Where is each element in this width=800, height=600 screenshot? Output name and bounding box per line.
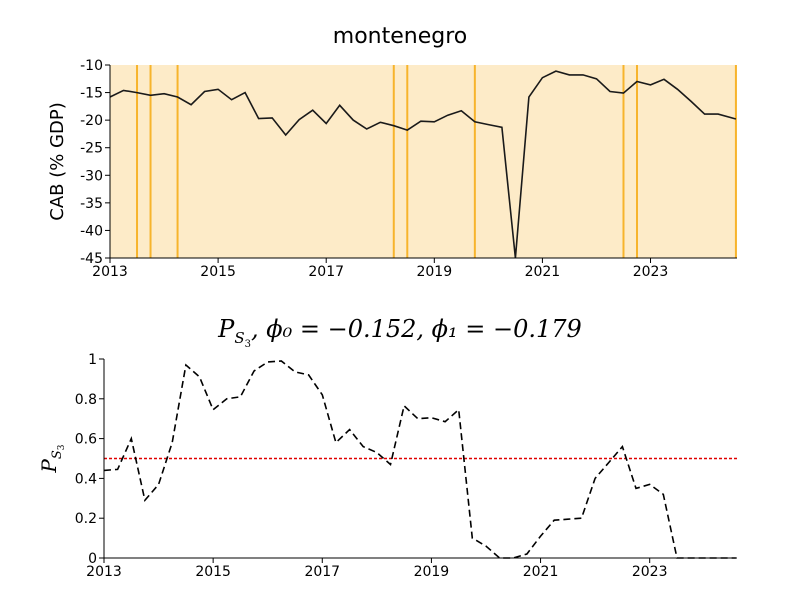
x-tick-label: 2023 — [633, 264, 669, 280]
y-tick-label: -45 — [80, 251, 103, 267]
x-tick-label: 2019 — [416, 264, 452, 280]
x-tick-label: 2017 — [308, 264, 344, 280]
x-tick-label: 2013 — [92, 264, 128, 280]
x-tick-label: 2021 — [523, 564, 559, 580]
x-tick-label: 2017 — [304, 564, 340, 580]
x-tick-label: 2015 — [195, 564, 231, 580]
y-tick-label: -20 — [80, 113, 103, 129]
y-tick-label: -15 — [80, 86, 103, 102]
y-tick-label: -25 — [80, 141, 103, 157]
x-tick-label: 2013 — [86, 564, 122, 580]
y-tick-label: 0.6 — [75, 432, 97, 448]
x-tick-label: 2023 — [632, 564, 668, 580]
y-tick-label: 0.4 — [75, 471, 97, 487]
probability-y-axis-label: PS3 — [37, 444, 67, 473]
cab-axes: -45 -40 -35 -30 -25 -20 -15 -10 2013 2015 2017 2019… — [80, 58, 737, 280]
y-tick-label: 0 — [88, 551, 97, 567]
cab-series-line — [109, 70, 737, 259]
y-tick-label: 1 — [88, 352, 97, 368]
ylabel-subsubscript: 3 — [57, 444, 67, 450]
y-tick-label: -10 — [80, 58, 103, 74]
x-tick-label: 2015 — [200, 264, 236, 280]
x-tick-label: 2021 — [525, 264, 561, 280]
y-tick-label: -35 — [80, 196, 103, 212]
ylabel-subscript: S — [50, 450, 65, 459]
probability-series-line — [103, 360, 736, 559]
y-tick-label: 0.2 — [75, 511, 97, 527]
cab-panel: montenegro -45 -40 -35 -30 -25 -20 -15 -10 2013 2… — [47, 24, 737, 280]
title-parameters: , ϕ₀ = −0.152, ϕ₁ = −0.179 — [251, 315, 582, 343]
title-symbol: P — [217, 315, 235, 343]
cab-plot-background — [110, 65, 737, 258]
cab-y-axis-label: CAB (% GDP) — [47, 102, 68, 221]
title-subsubscript: 3 — [245, 339, 251, 350]
probability-panel: PS3, ϕ₀ = −0.152, ϕ₁ = −0.179 00.20.40.6… — [37, 315, 737, 580]
y-tick-label: -30 — [80, 168, 103, 184]
cab-chart-title: montenegro — [333, 24, 467, 49]
ylabel-symbol: P — [37, 459, 61, 474]
probability-chart-title: PS3, ϕ₀ = −0.152, ϕ₁ = −0.179 — [217, 315, 582, 350]
y-tick-label: 0.8 — [75, 392, 97, 408]
y-tick-label: -40 — [80, 223, 103, 239]
probability-axes: 0 0.2 0.4 0.6 0.8 1 2013 2015 2017 2019 2021 2023 — [75, 352, 737, 580]
title-subscript: S — [234, 329, 244, 347]
x-tick-label: 2019 — [414, 564, 450, 580]
